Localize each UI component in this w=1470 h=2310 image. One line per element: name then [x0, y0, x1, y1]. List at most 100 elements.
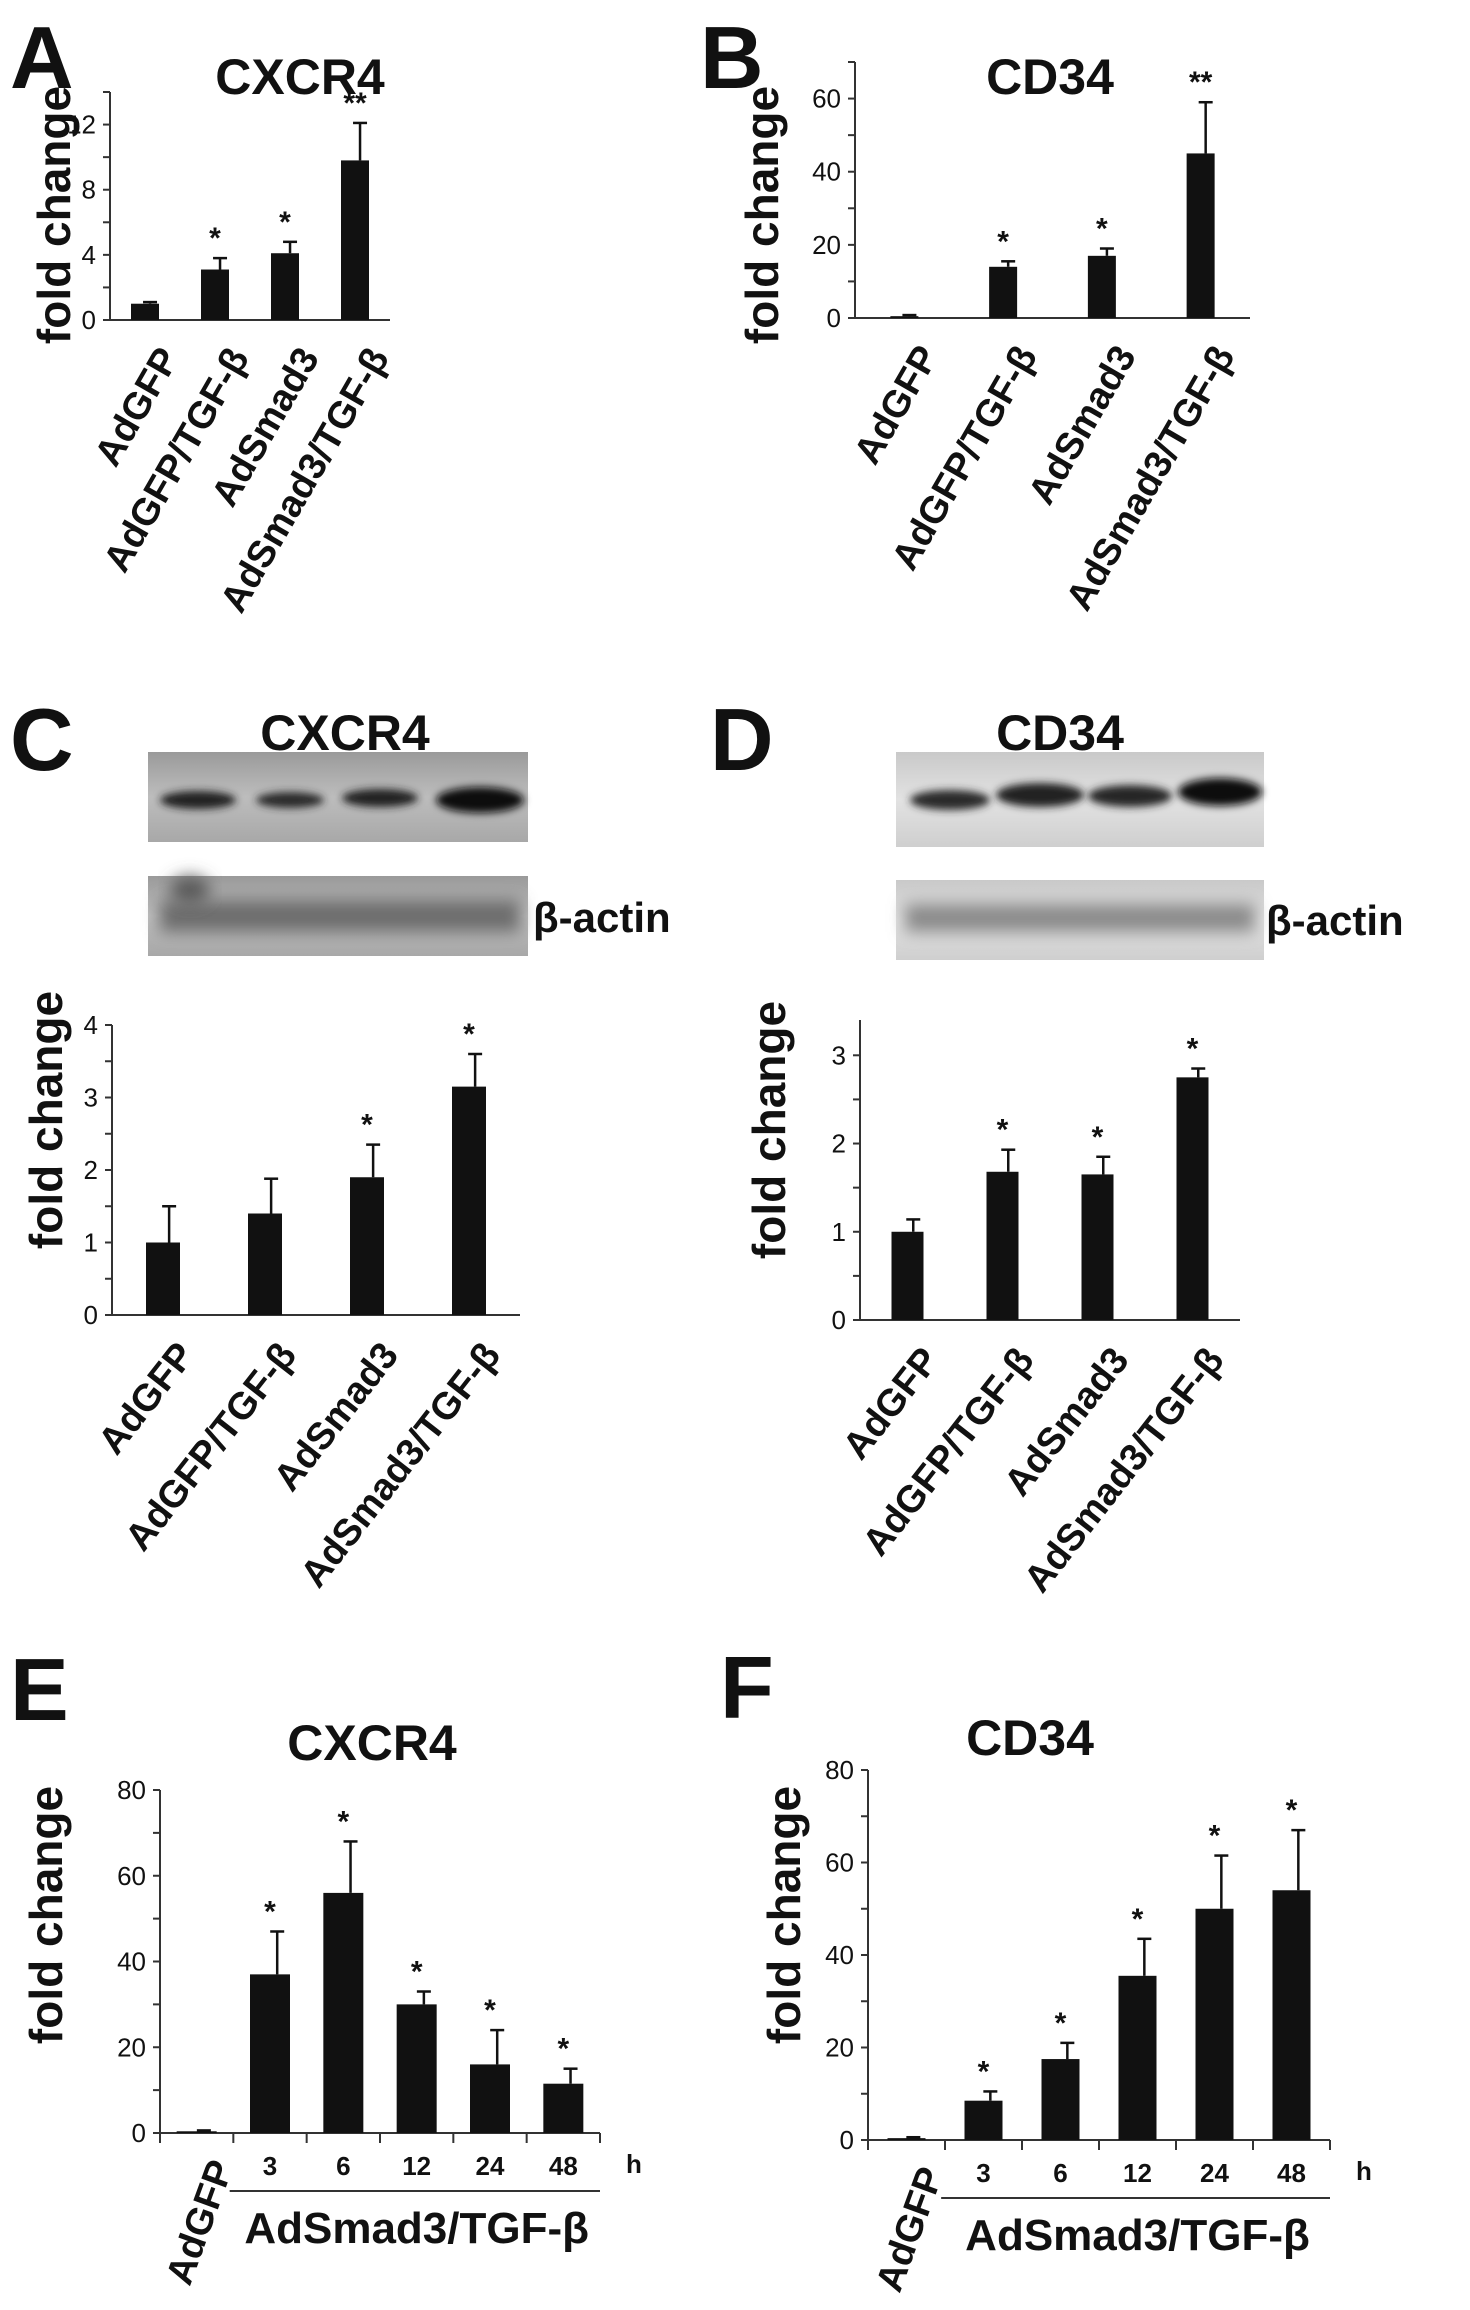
significance-marker: *: [337, 1805, 349, 1838]
y-tick-label: 60: [117, 1861, 146, 1891]
y-tick-label: 20: [825, 2033, 854, 2063]
x-tick-label: 12: [1123, 2158, 1152, 2188]
y-tick-label: 0: [840, 2125, 854, 2155]
significance-marker: *: [1209, 1820, 1221, 1853]
x-category-label: AdGFP: [868, 2162, 952, 2297]
bar: [248, 1213, 282, 1315]
blot-band: [436, 787, 524, 813]
panel-d: D CD34 β-actin fold change 0123AdGFP*AdG…: [710, 690, 1404, 1600]
blot-label: β-actin: [533, 894, 671, 941]
x-tick-label: 6: [1053, 2158, 1067, 2188]
chart-plot: 0 20 40 60 80 AdGFP * 3 * 6 * 12 * 24 * 48 h AdSmad3/TGF-…: [117, 1775, 642, 2290]
bar: [1118, 1975, 1157, 2140]
significance-marker: **: [343, 87, 367, 120]
bar: [543, 2083, 584, 2133]
significance-marker: **: [1189, 66, 1213, 99]
significance-marker: *: [463, 1018, 475, 1051]
significance-marker: *: [557, 2033, 569, 2066]
panel-letter: A: [10, 8, 74, 107]
y-tick-label: 2: [832, 1129, 846, 1159]
panel-f: F CD34 fold change 0 20 40 60 80 AdGFP * 3 * 6 * 12…: [720, 1638, 1372, 2297]
x-category-label: AdGFP/TGF-β: [855, 1340, 1043, 1564]
y-tick-label: 0: [82, 305, 96, 335]
panel-letter: D: [710, 690, 774, 789]
bar: [1272, 1890, 1311, 2140]
y-tick-label: 8: [82, 175, 96, 205]
x-tick-label: 24: [476, 2151, 505, 2181]
x-tick-label: 3: [263, 2151, 277, 2181]
y-tick-label: 0: [832, 1305, 846, 1335]
chart-plot: 0123AdGFP*AdGFP/TGF-β*AdSmad3*AdSmad3/TG…: [832, 1020, 1240, 1600]
panel-letter: C: [10, 690, 74, 789]
y-tick-label: 40: [812, 157, 841, 187]
significance-marker: *: [1286, 1794, 1298, 1827]
significance-marker: *: [997, 225, 1009, 258]
y-tick-label: 4: [84, 1010, 98, 1040]
blot-band: [160, 791, 236, 809]
blot-label: β-actin: [1266, 897, 1404, 944]
x-tick-label: 48: [549, 2151, 578, 2181]
y-axis-label: fold change: [20, 991, 72, 1249]
significance-marker: *: [1132, 1903, 1144, 1936]
y-tick-label: 60: [812, 84, 841, 114]
bar: [176, 2131, 217, 2133]
western-blot-beta-actin: [148, 876, 528, 956]
panel-e: E CXCR4 fold change 0 20 40 60 80 AdGFP * 3 * 6 * 1…: [10, 1640, 642, 2290]
y-axis-label: fold change: [20, 1786, 72, 2044]
y-tick-label: 2: [84, 1155, 98, 1185]
panel-letter: E: [10, 1640, 69, 1739]
time-unit-label: h: [1356, 2156, 1372, 2186]
chart-plot: 0204060AdGFP*AdGFP/TGF-β*AdSmad3**AdSmad…: [812, 61, 1250, 618]
y-tick-label: 20: [117, 2032, 146, 2062]
significance-marker: *: [411, 1956, 423, 1989]
x-category-label: AdGFP: [159, 2155, 243, 2290]
chart-plot: 0 20 40 60 80 AdGFP * 3 * 6 * 12 * 24 * 48 h AdSmad3/TGF-…: [825, 1755, 1372, 2297]
y-axis-label: fold change: [28, 86, 80, 344]
chart-title: CD34: [966, 1710, 1094, 1766]
significance-marker: *: [1055, 2007, 1067, 2040]
x-tick-label: 12: [402, 2151, 431, 2181]
x-tick-label: 24: [1200, 2158, 1229, 2188]
time-unit-label: h: [626, 2149, 642, 2179]
bar: [341, 160, 369, 320]
blot-band: [256, 792, 324, 808]
blot-band: [1088, 785, 1172, 807]
y-tick-label: 40: [117, 1947, 146, 1977]
significance-marker: *: [484, 1994, 496, 2027]
blot-band: [342, 789, 418, 807]
bar: [146, 1242, 180, 1315]
blot-band: [996, 783, 1084, 807]
y-tick-label: 0: [827, 303, 841, 333]
bar: [1087, 255, 1116, 318]
group-label: AdSmad3/TGF-β: [965, 2211, 1310, 2260]
blot-band: [1178, 778, 1262, 806]
x-tick-label: 3: [976, 2158, 990, 2188]
chart-title: CD34: [986, 49, 1114, 105]
significance-marker: *: [279, 206, 291, 239]
y-axis-label: fold change: [758, 1786, 810, 2044]
x-tick-label: 48: [1277, 2158, 1306, 2188]
significance-marker: *: [264, 1895, 276, 1928]
bar: [350, 1177, 384, 1315]
panel-a: A CXCR4 fold change 04812AdGFP*AdGFP/TGF…: [10, 8, 398, 620]
y-tick-label: 1: [832, 1217, 846, 1247]
chart-plot: 01234AdGFPAdGFP/TGF-β*AdSmad3*AdSmad3/TG…: [84, 1010, 520, 1595]
chart-title: CXCR4: [260, 705, 430, 761]
bar: [271, 253, 299, 320]
y-tick-label: 60: [825, 1848, 854, 1878]
x-category-label: AdGFP: [846, 339, 947, 472]
bar: [201, 269, 229, 320]
bar: [964, 2100, 1003, 2140]
bar: [989, 266, 1018, 318]
blot-band: [910, 790, 990, 810]
bar: [890, 316, 919, 318]
significance-marker: *: [361, 1109, 373, 1142]
bar: [891, 1231, 924, 1320]
chart-title: CXCR4: [287, 1715, 457, 1771]
bar: [1186, 153, 1215, 318]
bar: [1081, 1174, 1114, 1320]
bar: [1041, 2059, 1080, 2140]
bar: [250, 1974, 290, 2133]
significance-marker: *: [978, 2055, 990, 2088]
